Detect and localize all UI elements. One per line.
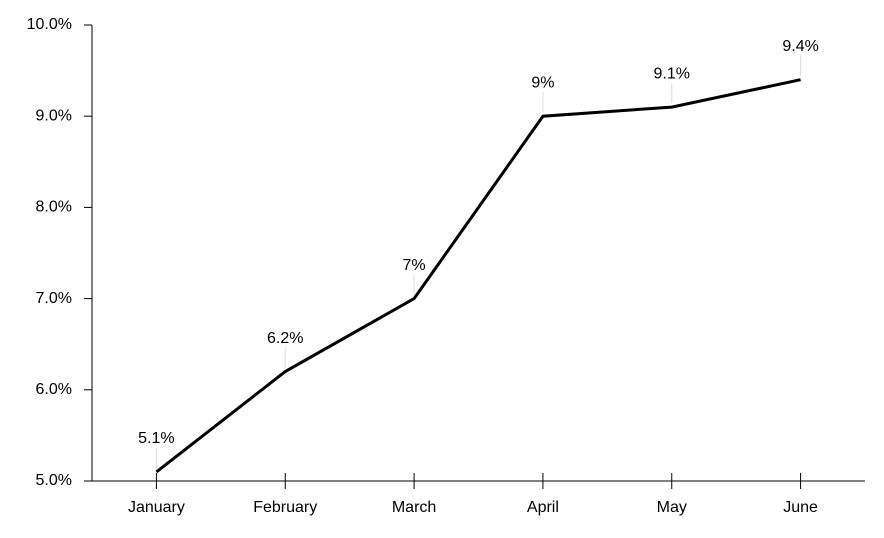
data-label: 7% bbox=[403, 257, 426, 274]
y-tick-label: 9.0% bbox=[36, 107, 72, 124]
data-label: 9.4% bbox=[782, 38, 818, 55]
y-tick-label: 8.0% bbox=[36, 199, 72, 216]
line bbox=[155, 78, 801, 474]
x-tick-label: June bbox=[783, 499, 818, 516]
x-tick-label: April bbox=[527, 499, 559, 516]
y-tick-label: 7.0% bbox=[36, 290, 72, 307]
y-tick-label: 10.0% bbox=[27, 16, 72, 33]
data-label: 6.2% bbox=[267, 330, 303, 347]
x-tick-label: January bbox=[128, 499, 185, 516]
y-tick-label: 6.0% bbox=[36, 381, 72, 398]
data-label: 9% bbox=[531, 74, 554, 91]
x-tick-label: February bbox=[253, 499, 317, 516]
x-tick-label: March bbox=[392, 499, 436, 516]
data-label: 9.1% bbox=[654, 65, 690, 82]
x-tick-label: May bbox=[657, 499, 687, 516]
y-tick-label: 5.0% bbox=[36, 472, 72, 489]
data-label: 5.1% bbox=[138, 430, 174, 447]
